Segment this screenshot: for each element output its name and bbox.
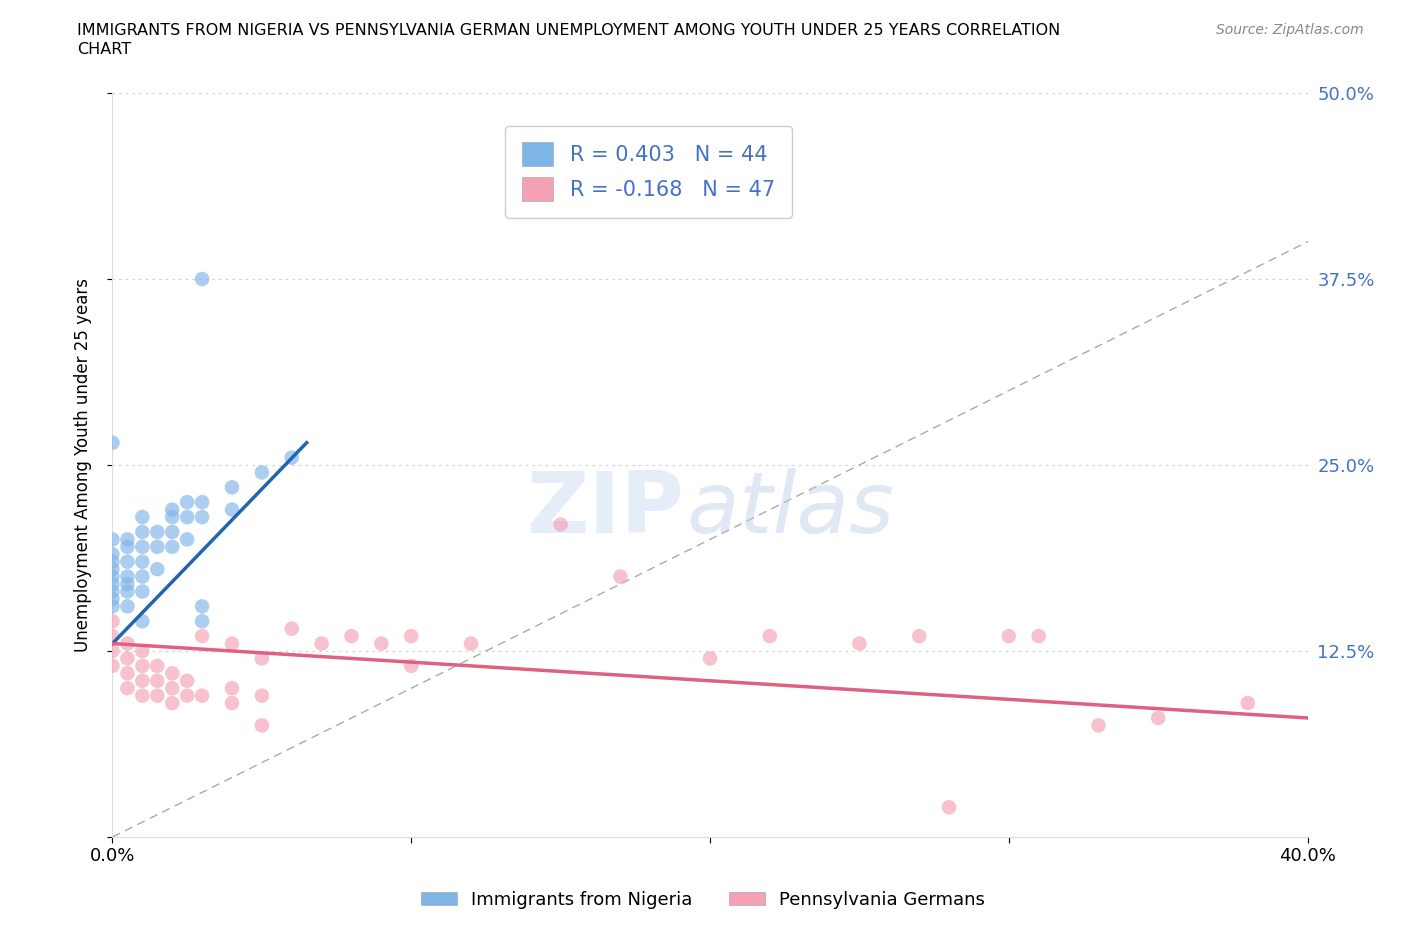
Point: [191, 272, 214, 286]
Point: [131, 569, 153, 584]
Point: [162, 539, 183, 554]
Point: [101, 569, 124, 584]
Point: [1087, 718, 1109, 733]
Text: ZIP: ZIP: [526, 468, 683, 551]
Point: [221, 636, 243, 651]
Point: [370, 636, 392, 651]
Point: [609, 569, 631, 584]
Point: [998, 629, 1021, 644]
Point: [281, 450, 304, 465]
Text: atlas: atlas: [686, 468, 894, 551]
Point: [281, 621, 304, 636]
Point: [117, 666, 139, 681]
Point: [117, 651, 139, 666]
Point: [117, 636, 139, 651]
Point: [401, 658, 423, 673]
Point: [101, 577, 124, 591]
Point: [938, 800, 960, 815]
Point: [101, 554, 124, 569]
Point: [460, 636, 482, 651]
Point: [101, 599, 124, 614]
Point: [176, 688, 198, 703]
Point: [550, 517, 572, 532]
Point: [131, 688, 153, 703]
Point: [146, 525, 169, 539]
Point: [117, 577, 139, 591]
Point: [101, 435, 124, 450]
Text: IMMIGRANTS FROM NIGERIA VS PENNSYLVANIA GERMAN UNEMPLOYMENT AMONG YOUTH UNDER 25: IMMIGRANTS FROM NIGERIA VS PENNSYLVANIA …: [77, 23, 1060, 38]
Point: [401, 629, 423, 644]
Point: [340, 629, 363, 644]
Point: [131, 510, 153, 525]
Point: [101, 658, 124, 673]
Point: [162, 502, 183, 517]
Point: [117, 532, 139, 547]
Point: [520, 63, 543, 78]
Point: [101, 547, 124, 562]
Point: [101, 644, 124, 658]
Point: [221, 681, 243, 696]
Point: [176, 673, 198, 688]
Point: [117, 569, 139, 584]
Point: [162, 666, 183, 681]
Point: [117, 539, 139, 554]
Point: [117, 599, 139, 614]
Point: [311, 636, 333, 651]
Point: [1237, 696, 1260, 711]
Point: [146, 562, 169, 577]
Point: [131, 673, 153, 688]
Text: CHART: CHART: [77, 42, 131, 57]
Point: [176, 510, 198, 525]
Point: [117, 584, 139, 599]
Point: [759, 629, 782, 644]
Point: [250, 651, 273, 666]
Point: [131, 539, 153, 554]
Point: [191, 510, 214, 525]
Point: [908, 629, 931, 644]
Point: [146, 658, 169, 673]
Point: [101, 562, 124, 577]
Point: [146, 673, 169, 688]
Point: [101, 614, 124, 629]
Point: [162, 510, 183, 525]
Point: [1028, 629, 1050, 644]
Legend: R = 0.403   N = 44, R = -0.168   N = 47: R = 0.403 N = 44, R = -0.168 N = 47: [505, 126, 792, 218]
Point: [221, 480, 243, 495]
Point: [131, 584, 153, 599]
Point: [146, 688, 169, 703]
Point: [1147, 711, 1170, 725]
Point: [250, 688, 273, 703]
Point: [221, 502, 243, 517]
Point: [176, 495, 198, 510]
Point: [191, 688, 214, 703]
Point: [131, 525, 153, 539]
Point: [191, 599, 214, 614]
Point: [131, 614, 153, 629]
Point: [117, 554, 139, 569]
Point: [191, 614, 214, 629]
Point: [131, 554, 153, 569]
Point: [101, 591, 124, 606]
Legend: Immigrants from Nigeria, Pennsylvania Germans: Immigrants from Nigeria, Pennsylvania Ge…: [413, 884, 993, 916]
Point: [250, 718, 273, 733]
Point: [146, 539, 169, 554]
Point: [101, 629, 124, 644]
Point: [176, 532, 198, 547]
Point: [221, 696, 243, 711]
Y-axis label: Unemployment Among Youth under 25 years: Unemployment Among Youth under 25 years: [73, 278, 91, 652]
Point: [101, 584, 124, 599]
Point: [162, 696, 183, 711]
Point: [699, 651, 721, 666]
Text: Source: ZipAtlas.com: Source: ZipAtlas.com: [1216, 23, 1364, 37]
Point: [101, 532, 124, 547]
Point: [250, 465, 273, 480]
Point: [162, 681, 183, 696]
Point: [131, 658, 153, 673]
Point: [131, 644, 153, 658]
Point: [848, 636, 870, 651]
Point: [191, 629, 214, 644]
Point: [162, 525, 183, 539]
Point: [117, 681, 139, 696]
Point: [191, 495, 214, 510]
